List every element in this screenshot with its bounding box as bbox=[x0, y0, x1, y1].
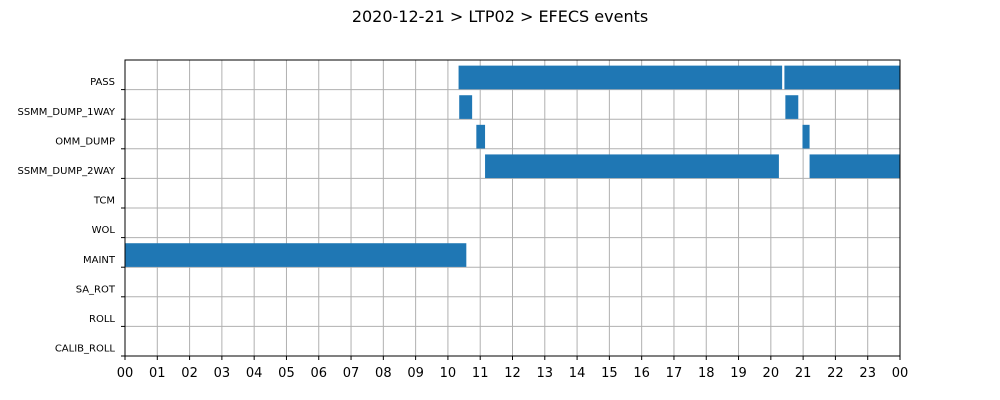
y-tick-label: ROLL bbox=[89, 314, 115, 325]
x-tick-label: 15 bbox=[601, 366, 618, 381]
x-tick-label: 13 bbox=[537, 366, 554, 381]
event-bar-pass bbox=[458, 65, 783, 90]
event-bar-omm-dump bbox=[476, 124, 486, 149]
x-tick-label: 02 bbox=[181, 366, 198, 381]
x-tick-label: 12 bbox=[504, 366, 521, 381]
event-bar-ssmm-dump-2way bbox=[485, 154, 779, 179]
y-tick-label: SSMM_DUMP_1WAY bbox=[17, 107, 115, 118]
x-tick-label: 07 bbox=[343, 366, 360, 381]
event-bars bbox=[125, 65, 900, 267]
x-axis: 00 01 02 03 04 05 06 07 08 09 10 11 12 13 14 15 16 17 18 19… bbox=[117, 356, 909, 381]
event-bar-omm-dump bbox=[802, 124, 810, 149]
y-tick-label: SA_ROT bbox=[76, 284, 116, 295]
y-tick-label: WOL bbox=[92, 225, 116, 236]
event-bar-pass bbox=[784, 65, 900, 90]
event-bar-maint bbox=[125, 243, 467, 267]
y-tick-label: SSMM_DUMP_2WAY bbox=[17, 166, 115, 177]
x-tick-label: 03 bbox=[214, 366, 231, 381]
x-tick-label: 08 bbox=[375, 366, 392, 381]
x-tick-label: 19 bbox=[730, 366, 747, 381]
x-tick-label: 01 bbox=[149, 366, 166, 381]
x-tick-label: 23 bbox=[859, 366, 876, 381]
y-tick-label: PASS bbox=[90, 77, 115, 88]
event-bar-ssmm-dump-2way bbox=[809, 154, 900, 179]
y-tick-label: OMM_DUMP bbox=[55, 136, 115, 147]
x-tick-label: 20 bbox=[763, 366, 780, 381]
y-tick-label: MAINT bbox=[83, 255, 116, 266]
x-tick-label: 22 bbox=[827, 366, 844, 381]
plot-frame bbox=[124, 59, 901, 357]
x-tick-label: 00 bbox=[117, 366, 134, 381]
event-bar-ssmm-dump-1way bbox=[785, 95, 799, 119]
x-tick-label: 14 bbox=[569, 366, 586, 381]
x-tick-label: 05 bbox=[278, 366, 295, 381]
x-tick-label: 21 bbox=[795, 366, 812, 381]
x-tick-label: 18 bbox=[698, 366, 715, 381]
x-tick-label: 11 bbox=[472, 366, 489, 381]
x-tick-label: 06 bbox=[310, 366, 327, 381]
chart-title: 2020-12-21 > LTP02 > EFECS events bbox=[352, 7, 648, 26]
x-tick-label: 09 bbox=[407, 366, 424, 381]
x-tick-label: 04 bbox=[246, 366, 263, 381]
y-tick-label: CALIB_ROLL bbox=[55, 344, 116, 355]
grid bbox=[124, 60, 901, 356]
x-tick-label: 00 bbox=[892, 366, 909, 381]
x-tick-label: 10 bbox=[440, 366, 457, 381]
y-axis: PASS SSMM_DUMP_1WAY OMM_DUMP SSMM_DUMP_2WAY… bbox=[17, 77, 125, 357]
y-tick-label: TCM bbox=[93, 196, 115, 207]
x-tick-label: 16 bbox=[633, 366, 650, 381]
event-bar-ssmm-dump-1way bbox=[459, 95, 473, 119]
x-tick-label: 17 bbox=[666, 366, 683, 381]
